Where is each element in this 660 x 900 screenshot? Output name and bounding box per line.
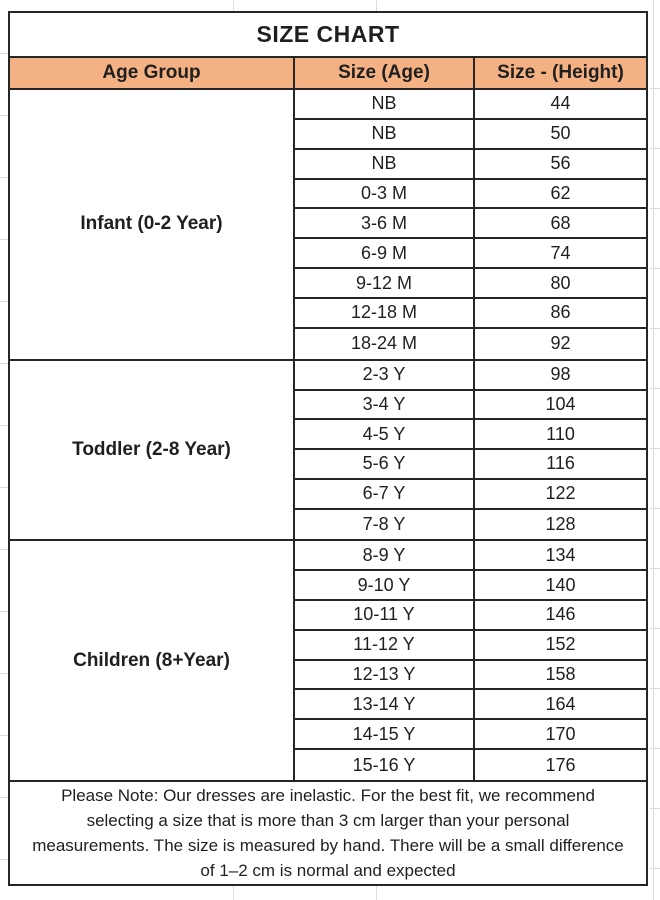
table-body: Infant (0-2 Year) NB 44 NB 50 NB 56 0-3 M 62 3-6 … <box>10 90 646 782</box>
size-height-cell: 152 <box>545 634 576 655</box>
group-rows: 8-9 Y 134 9-10 Y 140 10-11 Y 146 11-12 Y 152 12-… <box>295 541 646 780</box>
size-height-cell: 146 <box>545 604 576 625</box>
size-age-cell: 6-7 Y <box>295 479 475 508</box>
size-height-cell: 134 <box>545 544 576 565</box>
size-height-cell: 74 <box>550 242 571 263</box>
size-age-cell: 11-12 Y <box>295 630 475 659</box>
size-height-cell: 62 <box>550 183 571 204</box>
size-age-cell: NB <box>295 90 475 118</box>
table-row: 8-9 Y 134 <box>295 541 646 572</box>
size-age-cell: NB <box>295 119 475 148</box>
size-age-cell: 15-16 Y <box>295 750 475 780</box>
size-age-cell: 2-3 Y <box>295 360 475 389</box>
size-height-cell: 86 <box>550 302 571 323</box>
spreadsheet-gridline <box>376 886 377 900</box>
size-height-cell: 176 <box>545 754 576 775</box>
size-age-cell: 18-24 M <box>295 328 475 359</box>
size-age-cell: NB <box>295 149 475 178</box>
table-row: 9-10 Y 140 <box>295 571 646 601</box>
size-height-cell: 44 <box>550 93 571 114</box>
group-rows: 2-3 Y 98 3-4 Y 104 4-5 Y 110 5-6 Y 116 6-7 Y 122 7… <box>295 360 646 540</box>
table-row: NB 50 <box>295 119 646 150</box>
size-height-cell: 80 <box>550 272 571 293</box>
table-row: 15-16 Y 176 <box>295 750 646 780</box>
table-row: 14-15 Y 170 <box>295 720 646 751</box>
age-group-label: Children (8+Year) <box>10 541 295 780</box>
size-height-cell: 140 <box>545 574 576 595</box>
size-age-cell: 9-10 Y <box>295 571 475 599</box>
size-age-cell: 0-3 M <box>295 179 475 208</box>
table-row: 6-7 Y 122 <box>295 479 646 510</box>
table-row: 6-9 M 74 <box>295 239 646 270</box>
size-age-cell: 3-6 M <box>295 209 475 238</box>
table-row: 12-18 M 86 <box>295 299 646 329</box>
size-height-cell: 128 <box>545 513 576 534</box>
table-row: 9-12 M 80 <box>295 269 646 300</box>
size-age-cell: 12-13 Y <box>295 660 475 689</box>
size-chart-table: SIZE CHART Age Group Size (Age) Size - (… <box>8 11 648 886</box>
age-group-label: Infant (0-2 Year) <box>10 90 295 359</box>
spreadsheet-gridline <box>233 0 234 11</box>
table-row: 3-4 Y 104 <box>295 390 646 421</box>
header-row: Age Group Size (Age) Size - (Height) <box>10 58 646 90</box>
group-rows: NB 44 NB 50 NB 56 0-3 M 62 3-6 M 68 6-9 M 74 9-12 M 8… <box>295 90 646 359</box>
age-group-label: Toddler (2-8 Year) <box>10 360 295 540</box>
size-height-cell: 68 <box>550 212 571 233</box>
size-height-cell: 122 <box>545 483 576 504</box>
table-row: 4-5 Y 110 <box>295 420 646 451</box>
spreadsheet-gridline <box>376 0 377 11</box>
size-height-cell: 116 <box>546 453 575 474</box>
age-group-section: Children (8+Year) 8-9 Y 134 9-10 Y 140 10-11 … <box>10 541 646 782</box>
age-group-section: Toddler (2-8 Year) 2-3 Y 98 3-4 Y 104 4-5 Y 11… <box>10 360 646 542</box>
table-row: 18-24 M 92 <box>295 328 646 359</box>
size-age-cell: 10-11 Y <box>295 600 475 629</box>
table-row: 7-8 Y 128 <box>295 509 646 540</box>
table-row: NB 44 <box>295 90 646 120</box>
size-height-cell: 110 <box>546 423 575 444</box>
size-height-cell: 98 <box>550 364 571 385</box>
size-height-cell: 56 <box>550 153 571 174</box>
table-row: 12-13 Y 158 <box>295 660 646 691</box>
spreadsheet-gridlines-left <box>0 53 8 883</box>
column-header-age-group: Age Group <box>10 58 295 88</box>
table-row: 13-14 Y 164 <box>295 690 646 721</box>
size-age-cell: 4-5 Y <box>295 420 475 449</box>
size-height-cell: 158 <box>545 664 576 685</box>
size-age-cell: 3-4 Y <box>295 390 475 419</box>
table-row: 11-12 Y 152 <box>295 630 646 661</box>
size-age-cell: 8-9 Y <box>295 541 475 570</box>
table-row: 10-11 Y 146 <box>295 600 646 631</box>
spreadsheet-gridlines-right <box>650 88 660 893</box>
note-text: Please Note: Our dresses are inelastic. … <box>32 786 624 880</box>
size-age-cell: 14-15 Y <box>295 720 475 749</box>
size-age-cell: 12-18 M <box>295 299 475 327</box>
table-row: 5-6 Y 116 <box>295 450 646 480</box>
table-row: NB 56 <box>295 149 646 180</box>
column-header-size-height: Size - (Height) <box>497 62 624 83</box>
age-group-section: Infant (0-2 Year) NB 44 NB 50 NB 56 0-3 M 62 3-6 … <box>10 90 646 361</box>
size-age-cell: 13-14 Y <box>295 690 475 719</box>
table-row: 0-3 M 62 <box>295 179 646 210</box>
table-row: 3-6 M 68 <box>295 209 646 240</box>
table-title: SIZE CHART <box>10 13 646 58</box>
size-age-cell: 9-12 M <box>295 269 475 298</box>
size-age-cell: 7-8 Y <box>295 509 475 540</box>
size-height-cell: 92 <box>550 333 571 354</box>
spreadsheet-gridline <box>233 886 234 900</box>
size-age-cell: 5-6 Y <box>295 450 475 478</box>
size-height-cell: 50 <box>550 123 571 144</box>
size-height-cell: 164 <box>545 693 576 714</box>
table-row: 2-3 Y 98 <box>295 360 646 391</box>
size-height-cell: 104 <box>545 393 576 414</box>
column-header-size-age: Size (Age) <box>295 58 475 88</box>
size-age-cell: 6-9 M <box>295 239 475 268</box>
size-height-cell: 170 <box>545 723 576 744</box>
